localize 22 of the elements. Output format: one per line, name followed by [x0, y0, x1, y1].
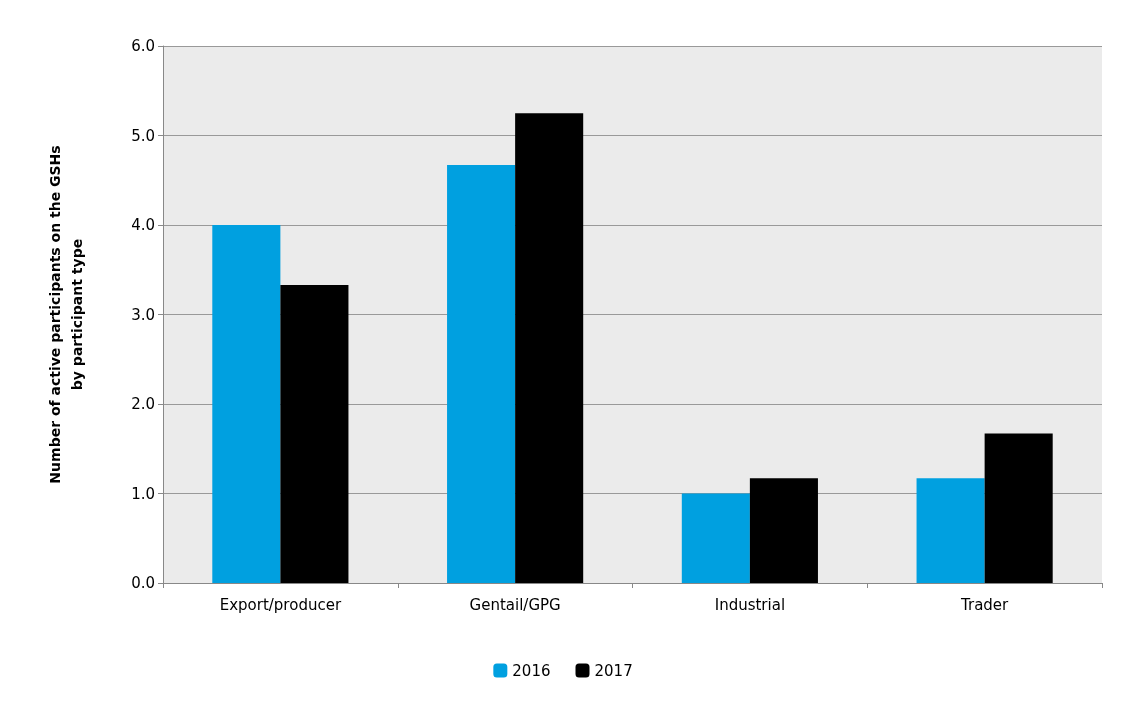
- y-tick-label: 5.0: [131, 126, 155, 145]
- x-tick-label: Gentail/GPG: [469, 595, 561, 614]
- y-tick-label: 2.0: [131, 395, 155, 413]
- x-tick-label: Trader: [960, 595, 1010, 614]
- y-tick-label: 0.0: [131, 574, 155, 592]
- legend-label: 2016: [512, 661, 551, 680]
- bar: [280, 284, 349, 583]
- bar: [916, 478, 985, 583]
- y-axis-title: Number of active participants on the GSHs by participant type: [47, 145, 85, 484]
- bar: [681, 493, 750, 583]
- bar: [447, 165, 516, 583]
- bar: [515, 113, 584, 583]
- y-tick-label: 3.0: [131, 305, 155, 324]
- legend-label: 2017: [594, 661, 633, 680]
- bar: [212, 225, 281, 583]
- y-tick-label: 6.0: [131, 37, 155, 55]
- x-tick-label: Export/producer: [219, 595, 342, 614]
- bar: [984, 433, 1053, 583]
- y-tick-label: 1.0: [131, 484, 155, 503]
- y-tick-label: 4.0: [131, 216, 155, 234]
- x-tick-label: Industrial: [714, 595, 786, 614]
- bar: [749, 478, 818, 583]
